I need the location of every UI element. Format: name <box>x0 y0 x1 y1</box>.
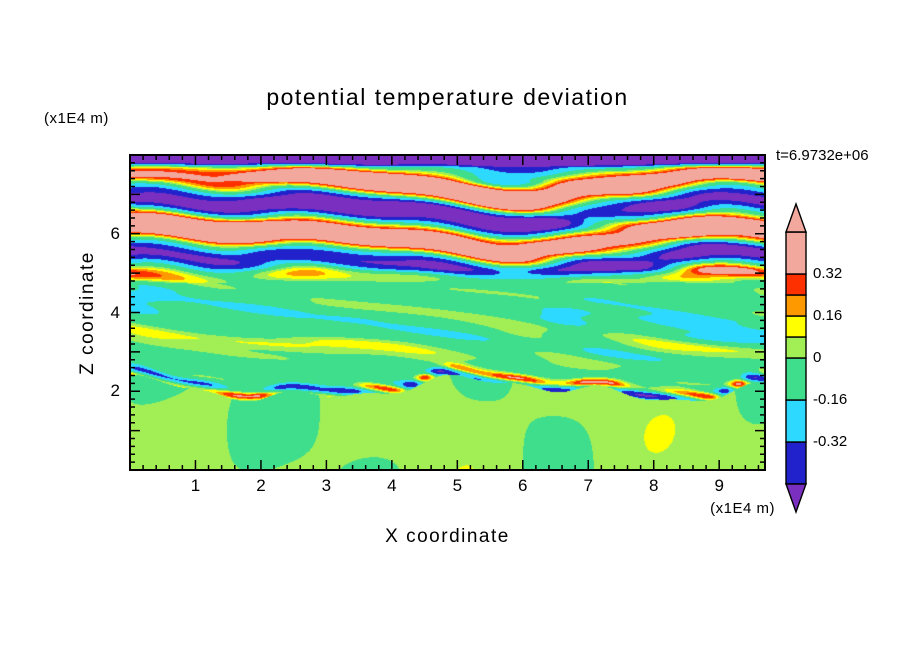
colorbar-tick-label: 0.32 <box>813 265 843 282</box>
x-tick-label: 3 <box>321 476 332 495</box>
chart-title: potential temperature deviation <box>266 84 629 110</box>
x-tick-label: 6 <box>518 476 528 495</box>
x-axis-title: X coordinate <box>385 526 510 547</box>
x-tick-label: 8 <box>648 476 659 495</box>
x-tick-label: 5 <box>452 476 463 495</box>
y-tick-label: 2 <box>110 381 120 401</box>
x-tick-label: 1 <box>190 476 201 495</box>
y-axis-unit-label: (x1E4 m) <box>44 110 109 127</box>
y-tick-label: 4 <box>110 302 120 322</box>
colorbar-tick-label: 0.16 <box>813 307 843 324</box>
y-tick-label: 6 <box>110 223 120 243</box>
time-stamp-label: t=6.9732e+06 <box>776 147 869 164</box>
x-axis-unit-label: (x1E4 m) <box>710 500 775 517</box>
contour-field <box>130 155 765 470</box>
colorbar-tick-label: -0.32 <box>813 433 848 450</box>
x-tick-label: 4 <box>387 476 397 495</box>
colorbar-tick-label: 0 <box>813 349 822 366</box>
colorbar-tick-label: -0.16 <box>813 391 848 408</box>
x-tick-label: 9 <box>714 476 724 495</box>
x-tick-label: 2 <box>256 476 266 495</box>
x-tick-label: 7 <box>583 476 593 495</box>
